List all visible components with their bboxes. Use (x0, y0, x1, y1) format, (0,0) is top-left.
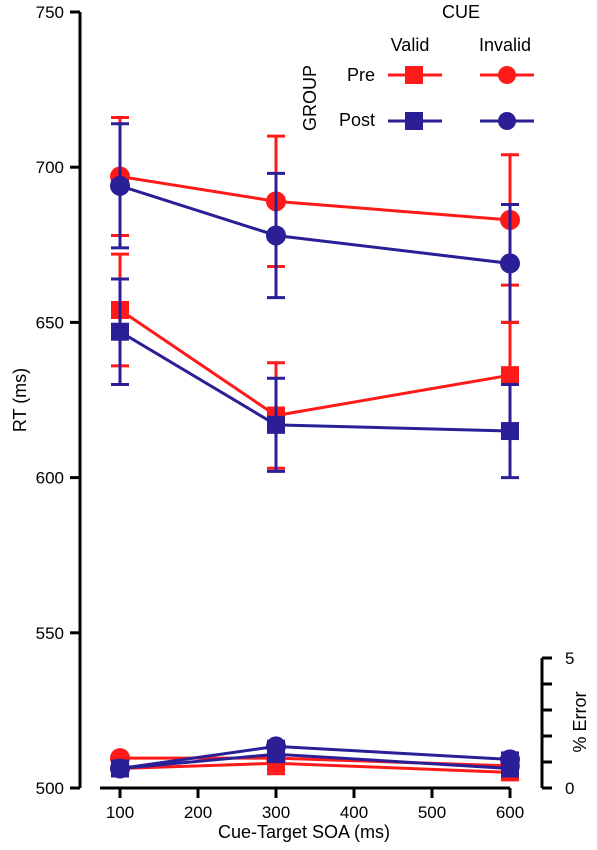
legend-post-valid-marker (405, 112, 423, 130)
error-post-invalid-point (110, 758, 130, 779)
legend-post-invalid-marker (498, 112, 516, 130)
y2-axis-ticks: 05 (542, 649, 574, 798)
y-tick-label: 600 (36, 469, 64, 488)
legend: CUE GROUP Valid Invalid Pre Post (300, 2, 534, 131)
y2-tick-label: 0 (565, 779, 574, 798)
y-axis-ticks: 500 550 600 650 700 750 (36, 3, 80, 798)
y2-tick-label: 5 (565, 649, 574, 668)
y-tick-label: 550 (36, 624, 64, 643)
x-tick-label: 600 (496, 803, 524, 822)
y-tick-label: 500 (36, 779, 64, 798)
rt-pre-invalid-line (119, 175, 511, 222)
rt-post-valid-point (267, 415, 285, 434)
rt-post-invalid-series (110, 122, 520, 324)
rt-pre-valid-line (119, 308, 511, 418)
legend-row-post: Post (339, 110, 375, 130)
rt-post-valid-series (111, 277, 519, 480)
x-axis-title: Cue-Target SOA (ms) (218, 822, 390, 842)
x-axis-ticks: 100 200 300 400 500 600 (106, 788, 524, 822)
y-tick-label: 650 (36, 313, 64, 332)
rt-post-valid-point (111, 322, 129, 341)
rt-post-valid-point (501, 422, 519, 441)
rt-post-valid-line (119, 330, 511, 433)
x-tick-label: 500 (418, 803, 446, 822)
legend-column-valid: Valid (391, 35, 430, 55)
rt-post-invalid-line (119, 184, 511, 265)
legend-pre-invalid-marker (498, 66, 516, 84)
legend-pre-valid-marker (405, 66, 423, 84)
x-tick-label: 100 (106, 803, 134, 822)
plot-area (110, 116, 520, 782)
rt-post-invalid-point (266, 225, 286, 246)
legend-column-invalid: Invalid (479, 35, 531, 55)
rt-post-invalid-point (110, 175, 130, 196)
y-tick-label: 700 (36, 158, 64, 177)
legend-row-pre: Pre (347, 65, 375, 85)
legend-title: CUE (442, 2, 480, 22)
rt-post-invalid-point (500, 253, 520, 274)
error-post-invalid-series (110, 736, 520, 779)
legend-side-title: GROUP (300, 65, 320, 131)
y2-axis-title: % Error (570, 691, 590, 752)
rt-pre-valid-point (501, 366, 519, 385)
y-tick-label: 750 (36, 3, 64, 22)
error-post-invalid-point (266, 736, 286, 757)
x-tick-label: 200 (184, 803, 212, 822)
error-post-invalid-point (500, 749, 520, 770)
x-tick-label: 400 (340, 803, 368, 822)
x-tick-label: 300 (262, 803, 290, 822)
y-axis-title: RT (ms) (10, 368, 30, 432)
